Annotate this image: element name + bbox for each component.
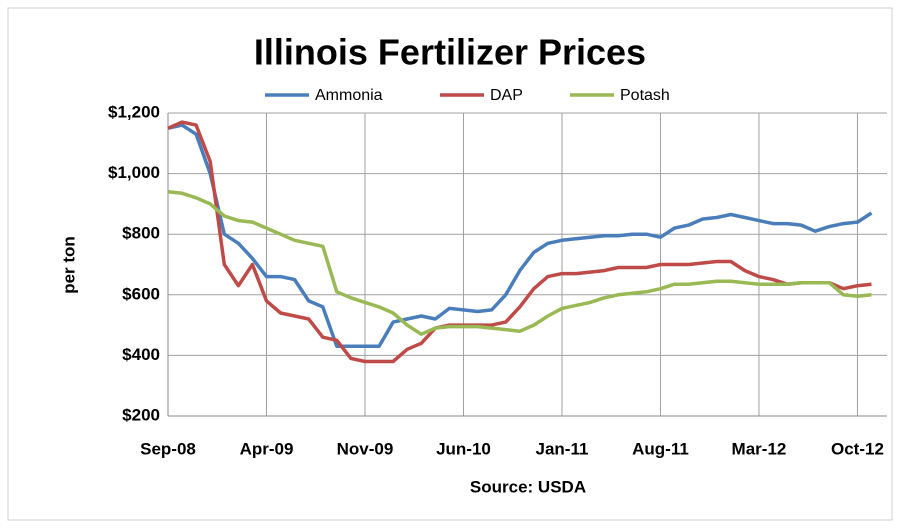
x-tick-label: Jan-11	[536, 439, 589, 458]
y-tick-label: $400	[122, 345, 160, 364]
line-series	[167, 120, 872, 364]
x-tick-label: Jun-10	[436, 439, 491, 458]
x-tick-label: Apr-09	[240, 439, 294, 458]
y-tick-label: $600	[122, 284, 160, 303]
x-tick-label: Nov-09	[337, 439, 394, 458]
x-axis-label: Source: USDA	[470, 477, 586, 496]
y-tick-label: $1,000	[108, 163, 160, 182]
chart-title: Illinois Fertilizer Prices	[254, 32, 646, 73]
legend-label: DAP	[490, 87, 523, 104]
x-tick-label: Sep-08	[140, 439, 196, 458]
y-tick-label: $1,200	[108, 102, 160, 121]
x-tick-label: Aug-11	[632, 439, 689, 458]
line-series	[167, 190, 872, 336]
y-axis-label: per ton	[59, 236, 78, 294]
y-tick-label: $800	[122, 224, 160, 243]
x-tick-label: Oct-12	[831, 439, 884, 458]
legend-label: Potash	[620, 87, 670, 104]
legend-label: Ammonia	[315, 87, 383, 104]
line-series	[167, 123, 873, 349]
x-tick-label: Mar-12	[732, 439, 787, 458]
y-tick-label: $200	[122, 405, 160, 424]
